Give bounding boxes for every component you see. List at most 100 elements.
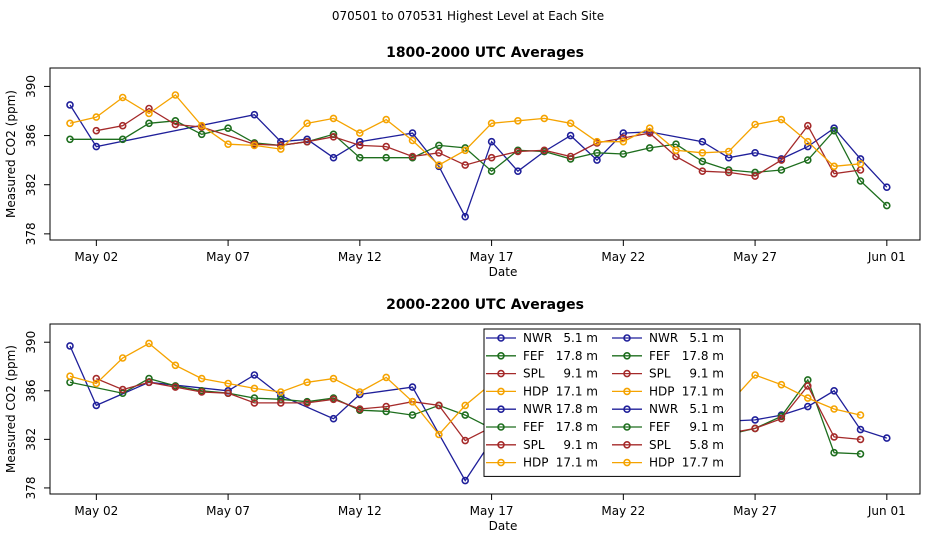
data-point xyxy=(698,137,707,146)
y-tick-label: 378 xyxy=(24,222,38,245)
data-point xyxy=(803,121,812,130)
legend-height: 17.8 m xyxy=(556,402,598,416)
data-point xyxy=(66,101,74,109)
data-point xyxy=(856,160,865,168)
data-point xyxy=(698,149,707,157)
data-point xyxy=(250,141,259,150)
data-point xyxy=(145,339,153,348)
data-point xyxy=(197,388,206,396)
data-point xyxy=(66,135,74,144)
data-point xyxy=(118,135,127,144)
legend-label: HDP xyxy=(649,456,675,470)
data-point xyxy=(224,124,232,132)
data-point xyxy=(777,115,786,124)
legend-label: SPL xyxy=(649,367,671,381)
data-point xyxy=(171,120,180,129)
y-axis-label: Measured CO2 (ppm) xyxy=(4,90,18,218)
legend-marker xyxy=(497,440,505,449)
data-point xyxy=(66,342,74,350)
legend-marker xyxy=(623,369,631,378)
data-point xyxy=(224,389,232,398)
data-point xyxy=(461,146,470,155)
legend-height: 5.1 m xyxy=(689,402,724,416)
data-point xyxy=(619,137,628,146)
page-title: 070501 to 070531 Highest Level at Each S… xyxy=(331,9,605,23)
legend-marker xyxy=(623,387,631,396)
data-point xyxy=(303,137,311,146)
data-point xyxy=(514,117,522,125)
series-line-hdp xyxy=(69,94,861,167)
data-point xyxy=(777,166,786,174)
legend-marker xyxy=(497,351,505,360)
data-point xyxy=(514,147,522,156)
data-point xyxy=(329,414,338,423)
data-point xyxy=(145,374,153,383)
data-point xyxy=(540,146,549,155)
data-point xyxy=(751,416,759,424)
legend-height: 9.1 m xyxy=(689,367,724,381)
data-point xyxy=(66,119,74,128)
legend-height: 17.1 m xyxy=(556,456,598,470)
data-point xyxy=(882,434,891,442)
chart-panel-1: 1800-2000 UTC Averages May 02 May 07 May 12… xyxy=(4,45,921,279)
data-point xyxy=(540,114,549,123)
legend-height: 17.8 m xyxy=(682,349,724,363)
legend-box xyxy=(483,328,741,477)
legend-label: SPL xyxy=(649,438,671,452)
x-tick-label: May 22 xyxy=(601,504,645,518)
plot-frame xyxy=(49,67,921,241)
data-point xyxy=(382,153,391,162)
data-point xyxy=(435,161,443,169)
y-tick-label: 382 xyxy=(24,428,38,451)
data-point xyxy=(803,137,812,146)
data-point xyxy=(856,155,865,163)
series-line-spl xyxy=(96,107,861,177)
data-point xyxy=(382,142,391,151)
data-point xyxy=(250,371,259,379)
data-point xyxy=(724,168,733,177)
data-point xyxy=(329,133,338,141)
data-point xyxy=(355,388,364,396)
data-point xyxy=(566,119,575,128)
data-point xyxy=(461,411,470,419)
legend-label: HDP xyxy=(649,384,675,398)
legend-label: SPL xyxy=(523,367,545,381)
legend-height: 17.8 m xyxy=(556,349,598,363)
data-point xyxy=(250,394,259,402)
data-point xyxy=(435,141,443,150)
y-axis-label: Measured CO2 (ppm) xyxy=(4,345,18,473)
legend-height: 17.7 m xyxy=(682,456,724,470)
data-point xyxy=(408,136,417,145)
data-point xyxy=(803,142,812,151)
legend-label: FEF xyxy=(649,349,670,363)
legend-marker xyxy=(623,423,631,431)
data-point xyxy=(830,433,838,441)
y-tick-label: 386 xyxy=(24,379,38,402)
data-point xyxy=(830,126,838,135)
data-point xyxy=(276,388,285,396)
data-point xyxy=(566,131,575,140)
data-point xyxy=(435,430,443,439)
legend-marker xyxy=(497,405,505,414)
data-point xyxy=(408,383,417,391)
data-point xyxy=(92,126,101,135)
data-point xyxy=(882,201,891,210)
data-point xyxy=(355,153,364,162)
data-point xyxy=(461,161,470,169)
data-point xyxy=(197,121,206,130)
data-point xyxy=(461,401,470,410)
x-tick-label: May 12 xyxy=(338,504,382,518)
legend-marker xyxy=(623,351,631,360)
data-point xyxy=(672,146,680,155)
data-point xyxy=(751,172,759,180)
data-point xyxy=(92,379,101,388)
data-point xyxy=(830,162,838,171)
legend-label: FEF xyxy=(649,420,670,434)
data-point xyxy=(250,384,259,393)
data-point xyxy=(645,144,654,152)
x-tick-label: Jun 01 xyxy=(867,250,906,264)
data-point xyxy=(751,120,759,129)
legend-label: HDP xyxy=(523,384,549,398)
data-point xyxy=(487,137,496,146)
